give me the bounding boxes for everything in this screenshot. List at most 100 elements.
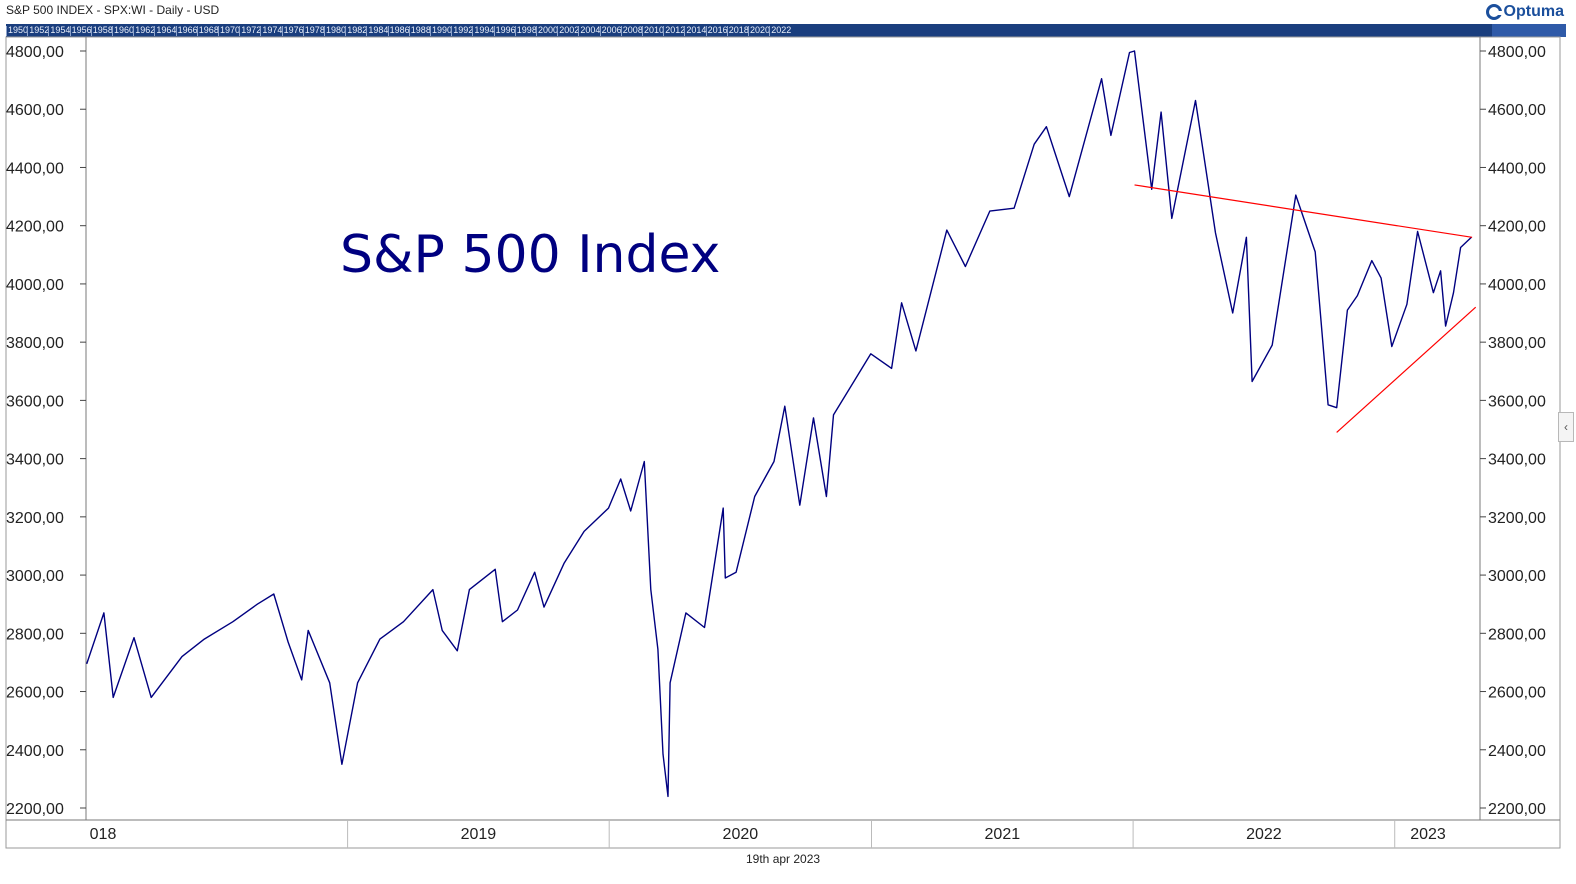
overview-year-label: 1966	[177, 25, 198, 35]
y-tick-label-right: 3600,00	[1488, 393, 1546, 410]
chevron-left-icon[interactable]: ‹	[1558, 412, 1574, 442]
overview-year-tick	[408, 26, 410, 36]
y-tick-label-left: 2400,00	[6, 743, 64, 760]
chart-frame	[5, 36, 1561, 849]
overview-year-label: 2018	[728, 25, 749, 35]
overview-year-tick	[154, 26, 156, 36]
y-tick-label-left: 3800,00	[6, 335, 64, 352]
y-tick-label-left: 3400,00	[6, 452, 64, 469]
overview-year-tick	[430, 26, 431, 36]
y-tick-label-left: 2600,00	[6, 685, 64, 702]
overview-year-tick	[684, 26, 686, 36]
overview-year-tick	[748, 26, 749, 36]
y-tick-label-right: 4200,00	[1488, 219, 1546, 236]
overview-year-label: 1968	[198, 25, 219, 35]
y-tick-label-left: 4600,00	[6, 102, 64, 119]
overview-year-label: 2020	[750, 25, 771, 35]
x-tick-label: 2023	[1410, 826, 1446, 843]
y-tick-label-left: 2200,00	[6, 801, 64, 818]
overview-year-tick	[663, 26, 665, 36]
y-tick-label-left: 3200,00	[6, 510, 64, 527]
overview-year-label: 2006	[601, 25, 622, 35]
overview-year-label: 2014	[686, 25, 707, 35]
overview-year-label: 1980	[326, 25, 347, 35]
y-tick-label-right: 3000,00	[1488, 568, 1546, 585]
y-tick-label-right: 4000,00	[1488, 277, 1546, 294]
overview-year-label: 1972	[241, 25, 262, 35]
overview-year-tick	[387, 26, 389, 36]
x-tick-label: 018	[90, 826, 117, 843]
overview-year-tick	[705, 26, 707, 36]
overview-year-tick	[302, 26, 304, 36]
overview-year-tick	[726, 26, 728, 36]
y-tick-label-left: 4200,00	[6, 219, 64, 236]
overview-year-tick	[536, 26, 537, 36]
overview-year-tick	[472, 26, 474, 36]
chart-annotation-title[interactable]: S&P 500 Index	[340, 225, 720, 285]
overview-year-tick	[514, 26, 516, 36]
y-tick-label-right: 2600,00	[1488, 685, 1546, 702]
overview-year-label: 1990	[432, 25, 453, 35]
overview-year-tick	[27, 26, 29, 36]
y-tick-label-right: 2200,00	[1488, 801, 1546, 818]
overview-year-label: 2000	[538, 25, 559, 35]
price-line-series[interactable]	[86, 50, 1472, 798]
overview-year-tick	[620, 26, 622, 36]
overview-year-tick	[493, 26, 495, 36]
overview-year-label: 2016	[707, 25, 728, 35]
footer-date: 19th apr 2023	[746, 852, 821, 866]
optuma-logo: Optuma	[1485, 3, 1564, 21]
overview-year-tick	[769, 26, 771, 36]
y-tick-label-left: 3000,00	[6, 568, 64, 585]
overview-visible-window[interactable]	[1492, 24, 1566, 37]
trendline[interactable]	[1336, 306, 1477, 433]
overview-year-tick	[366, 26, 368, 36]
overview-year-tick	[345, 26, 347, 36]
overview-year-label: 1962	[135, 25, 156, 35]
logo-text: Optuma	[1503, 3, 1564, 20]
y-tick-label-right: 4600,00	[1488, 102, 1546, 119]
x-tick-label: 2019	[461, 826, 497, 843]
overview-year-tick	[6, 26, 7, 36]
chart-title: S&P 500 INDEX - SPX:WI - Daily - USD	[6, 3, 220, 17]
y-tick-label-right: 3200,00	[1488, 510, 1546, 527]
overview-year-tick	[196, 26, 198, 36]
overview-year-label: 1958	[92, 25, 113, 35]
y-tick-label-left: 4400,00	[6, 160, 64, 177]
overview-year-label: 1950	[8, 25, 29, 35]
overview-year-label: 2012	[665, 25, 686, 35]
overview-year-tick	[90, 26, 92, 36]
overview-year-label: 1956	[71, 25, 92, 35]
overview-year-tick	[112, 26, 113, 36]
y-tick-label-right: 2800,00	[1488, 626, 1546, 643]
y-tick-label-right: 4800,00	[1488, 44, 1546, 61]
header-bar: S&P 500 INDEX - SPX:WI - Daily - USD Opt…	[0, 0, 1576, 24]
overview-year-label: 1998	[516, 25, 537, 35]
x-tick-label: 2021	[985, 826, 1021, 843]
overview-year-label: 1978	[304, 25, 325, 35]
overview-year-label: 1954	[50, 25, 71, 35]
overview-year-label: 2010	[644, 25, 665, 35]
trendline[interactable]	[1134, 184, 1473, 238]
overview-year-label: 1960	[114, 25, 135, 35]
overview-year-label: 1974	[262, 25, 283, 35]
y-tick-label-right: 2400,00	[1488, 743, 1546, 760]
overview-year-label: 2004	[580, 25, 601, 35]
overview-year-label: 1984	[368, 25, 389, 35]
y-tick-label-left: 2800,00	[6, 626, 64, 643]
overview-year-tick	[451, 26, 453, 36]
overview-year-label: 1970	[220, 25, 241, 35]
overview-year-label: 2022	[771, 25, 792, 35]
overview-year-label: 1988	[410, 25, 431, 35]
overview-year-tick	[48, 26, 50, 36]
overview-year-label: 1976	[283, 25, 304, 35]
overview-year-tick	[324, 26, 325, 36]
overview-year-tick	[281, 26, 283, 36]
overview-year-tick	[239, 26, 241, 36]
overview-year-tick	[175, 26, 177, 36]
y-tick-label-left: 3600,00	[6, 393, 64, 410]
overview-year-strip[interactable]: 1950 1952 1954 1956 1958 1960 1962 1964 1966 1968…	[6, 24, 1566, 37]
x-tick-label: 2020	[723, 826, 759, 843]
overview-year-tick	[557, 26, 559, 36]
